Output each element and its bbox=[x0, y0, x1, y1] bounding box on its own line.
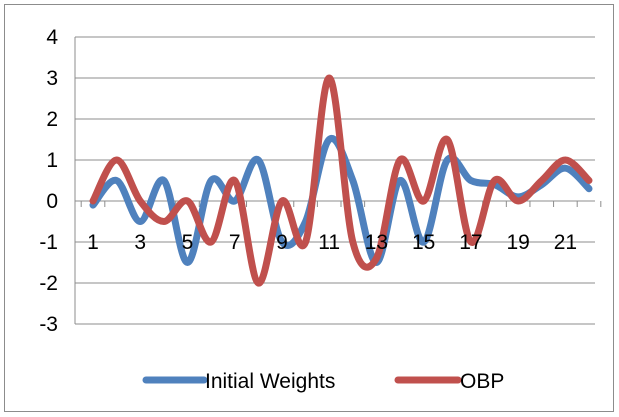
series-line-obp bbox=[89, 74, 593, 287]
x-tick-label: 15 bbox=[412, 231, 435, 254]
x-tick-label: 7 bbox=[229, 231, 241, 254]
x-tick-label: 21 bbox=[554, 231, 577, 254]
y-tick-label: -1 bbox=[39, 231, 58, 254]
x-tick-label: 5 bbox=[182, 231, 194, 254]
x-tick-label: 1 bbox=[87, 231, 99, 254]
x-tick-label: 11 bbox=[318, 231, 340, 254]
y-tick-label: 1 bbox=[46, 149, 58, 172]
y-tick-label: 0 bbox=[46, 190, 58, 213]
y-tick-label: 2 bbox=[46, 108, 58, 131]
series-lines bbox=[89, 74, 593, 287]
x-tick-label: 3 bbox=[134, 231, 146, 254]
x-tick-label: 17 bbox=[459, 231, 482, 254]
grid-lines bbox=[75, 36, 595, 325]
x-tick-label: 19 bbox=[506, 231, 529, 254]
x-tick-label: 9 bbox=[276, 231, 288, 254]
legend-label: Initial Weights bbox=[205, 370, 335, 393]
y-tick-label: 3 bbox=[46, 67, 58, 90]
y-tick-label: -2 bbox=[39, 272, 58, 295]
x-tick-label: 13 bbox=[365, 231, 388, 254]
y-tick-label: -3 bbox=[39, 313, 58, 336]
axes bbox=[74, 37, 602, 324]
legend-label: OBP bbox=[460, 370, 504, 393]
y-tick-label: 4 bbox=[46, 26, 58, 49]
legend: Initial Weights OBP bbox=[142, 370, 504, 393]
